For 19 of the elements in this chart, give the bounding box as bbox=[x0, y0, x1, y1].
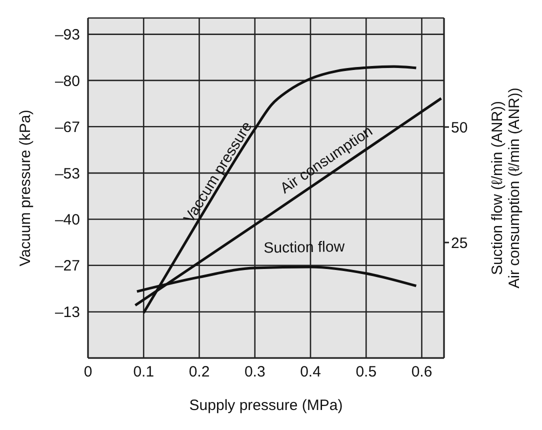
y2-axis-title: Suction flow (ℓ/min (ANR)) Air consumption (ℓ/min (ANR)) bbox=[489, 88, 523, 288]
y2-tick-label: 25 bbox=[451, 234, 468, 252]
y-tick-label: –93 bbox=[54, 26, 80, 44]
y-tick-label: –53 bbox=[54, 165, 80, 182]
y-axis-title: Vacuum pressure (kPa) bbox=[17, 110, 34, 266]
y-tick-label: –80 bbox=[54, 72, 80, 90]
y-tick-label: –67 bbox=[54, 118, 80, 136]
y-tick-label: –40 bbox=[54, 212, 80, 229]
y-tick-label: –27 bbox=[54, 258, 80, 275]
y-tick-label: –13 bbox=[54, 304, 80, 322]
x-axis-title: Supply pressure (MPa) bbox=[189, 397, 343, 414]
x-tick-label: 0.2 bbox=[188, 364, 210, 381]
x-tick-label: 0.5 bbox=[356, 364, 377, 381]
x-tick-label: 0.1 bbox=[133, 364, 154, 381]
y2-tick-label: 50 bbox=[451, 119, 468, 136]
x-tick-label: 0 bbox=[84, 364, 92, 381]
x-tick-label: 0.6 bbox=[411, 364, 432, 381]
x-tick-label: 0.3 bbox=[244, 364, 266, 381]
x-tick-label: 0.4 bbox=[300, 364, 321, 381]
